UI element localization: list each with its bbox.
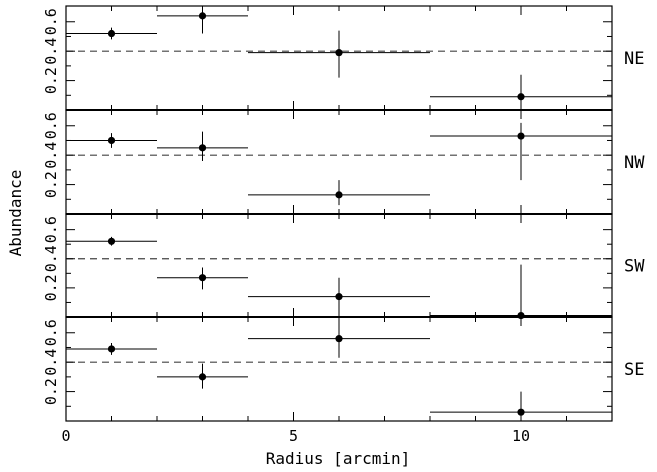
- x-axis-label: Radius [arcmin]: [266, 449, 411, 468]
- data-point-ne: [198, 12, 207, 20]
- panels-layer: 0.2 0.4 0.6 NE 0.2 0.4 0.6 NW 0.2 0.4 0.6 SW 0.2 0.4 0…: [42, 5, 645, 445]
- y-tick-label-nw: 0.6: [42, 112, 60, 139]
- data-point-ne: [107, 29, 116, 38]
- y-tick-label-sw: 0.6: [42, 216, 60, 243]
- data-point-nw: [335, 191, 343, 199]
- data-point-ne: [517, 93, 525, 101]
- data-point-se: [198, 373, 207, 381]
- y-tick-label-nw: 0.2: [42, 171, 60, 198]
- y-tick-label-ne: 0.6: [42, 8, 60, 35]
- data-point-nw: [107, 136, 116, 145]
- data-point-nw: [517, 132, 525, 140]
- x-tick-label: 5: [289, 427, 298, 445]
- y-tick-label-ne: 0.4: [42, 38, 60, 65]
- y-tick-label-se: 0.6: [42, 319, 60, 346]
- data-point-se: [107, 345, 116, 353]
- y-tick-label-sw: 0.2: [42, 274, 60, 301]
- y-tick-label-ne: 0.2: [42, 67, 60, 94]
- panel-label-se: SE: [624, 360, 644, 380]
- panel-label-sw: SW: [624, 257, 645, 277]
- x-tick-label: 10: [512, 427, 530, 445]
- data-point-sw: [107, 237, 116, 245]
- y-tick-label-sw: 0.4: [42, 245, 60, 272]
- data-point-sw: [335, 293, 343, 301]
- y-tick-label-nw: 0.4: [42, 142, 60, 169]
- data-point-ne: [335, 49, 343, 57]
- data-point-nw: [198, 144, 207, 152]
- y-tick-label-se: 0.4: [42, 349, 60, 376]
- x-tick-label: 0: [61, 427, 70, 445]
- y-tick-label-se: 0.2: [42, 378, 60, 405]
- y-axis-label: Abundance: [6, 170, 25, 257]
- data-point-sw: [198, 274, 207, 282]
- panel-label-nw: NW: [624, 153, 645, 173]
- panel-label-ne: NE: [624, 49, 644, 69]
- data-point-se: [517, 408, 525, 416]
- data-point-se: [335, 335, 343, 343]
